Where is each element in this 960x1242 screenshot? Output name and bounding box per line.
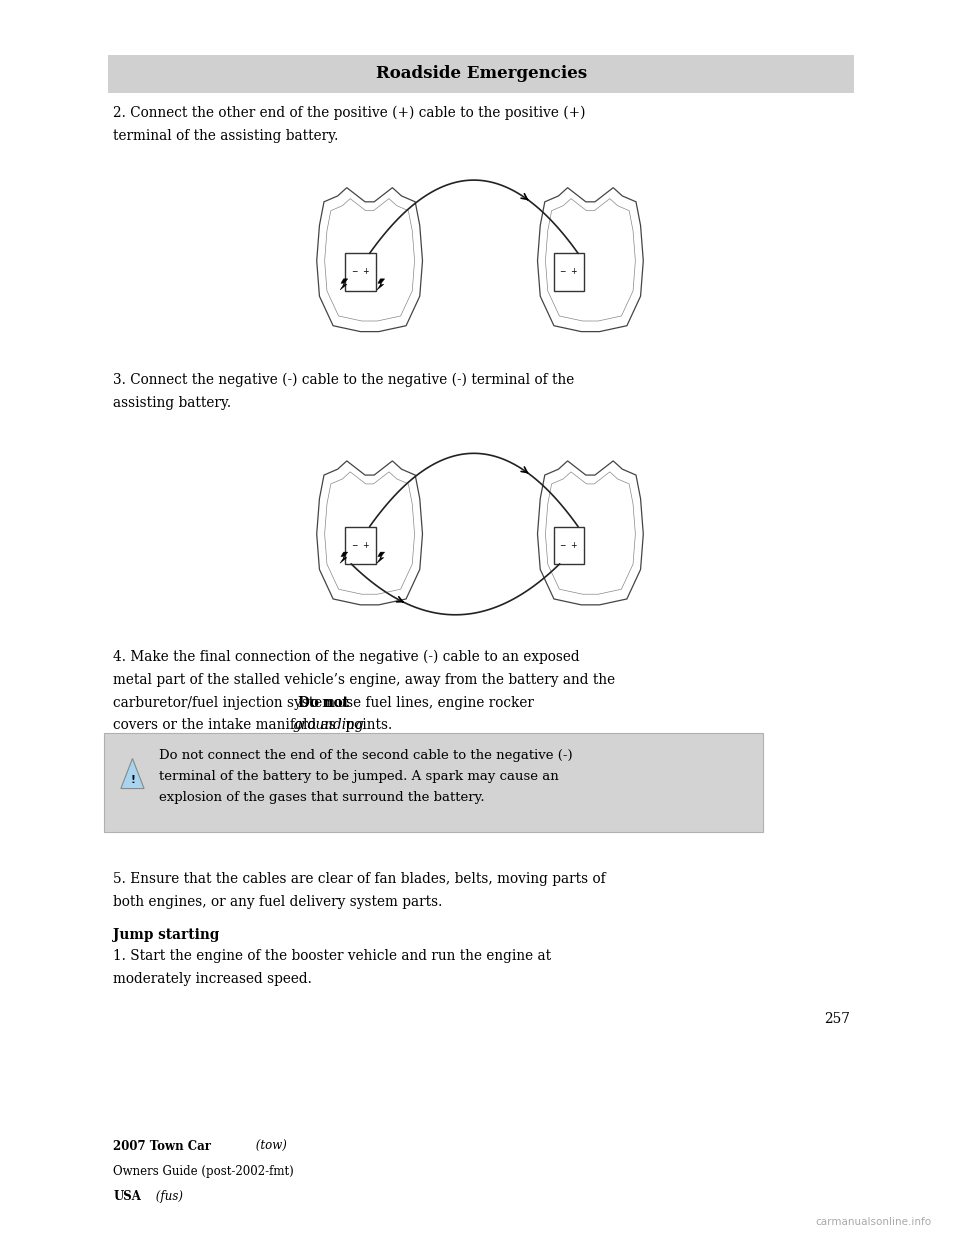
Text: covers or the intake manifold as: covers or the intake manifold as (113, 718, 341, 733)
Text: carburetor/fuel injection system.: carburetor/fuel injection system. (113, 696, 344, 709)
Text: assisting battery.: assisting battery. (113, 395, 231, 410)
FancyBboxPatch shape (104, 733, 763, 832)
Text: explosion of the gases that surround the battery.: explosion of the gases that surround the… (159, 791, 485, 805)
Text: 2. Connect the other end of the positive (+) cable to the positive (+): 2. Connect the other end of the positive… (113, 106, 586, 120)
FancyBboxPatch shape (554, 527, 585, 564)
Text: (tow): (tow) (252, 1140, 287, 1153)
Text: terminal of the battery to be jumped. A spark may cause an: terminal of the battery to be jumped. A … (159, 770, 559, 782)
Text: Roadside Emergencies: Roadside Emergencies (376, 66, 587, 82)
Polygon shape (340, 279, 348, 289)
Polygon shape (340, 553, 348, 564)
Text: 2007 Town Car: 2007 Town Car (113, 1140, 211, 1153)
Text: moderately increased speed.: moderately increased speed. (113, 971, 312, 986)
Text: (fus): (fus) (152, 1190, 182, 1202)
Text: grounding: grounding (292, 718, 364, 733)
Polygon shape (377, 553, 385, 564)
Text: !: ! (130, 775, 135, 785)
Text: 1. Start the engine of the booster vehicle and run the engine at: 1. Start the engine of the booster vehic… (113, 949, 551, 963)
Text: Do not: Do not (298, 696, 348, 709)
Text: −  +: − + (560, 540, 578, 550)
Text: USA: USA (113, 1190, 141, 1202)
Text: use fuel lines, engine rocker: use fuel lines, engine rocker (333, 696, 534, 709)
Text: terminal of the assisting battery.: terminal of the assisting battery. (113, 128, 339, 143)
Text: −  +: − + (351, 540, 370, 550)
Text: Owners Guide (post-2002-fmt): Owners Guide (post-2002-fmt) (113, 1165, 294, 1177)
FancyBboxPatch shape (345, 253, 375, 291)
FancyBboxPatch shape (108, 55, 854, 93)
FancyBboxPatch shape (345, 527, 375, 564)
Text: carmanualsonline.info: carmanualsonline.info (815, 1217, 931, 1227)
Text: −  +: − + (560, 267, 578, 277)
FancyBboxPatch shape (554, 253, 585, 291)
Polygon shape (121, 759, 144, 789)
Text: metal part of the stalled vehicle’s engine, away from the battery and the: metal part of the stalled vehicle’s engi… (113, 673, 615, 687)
Text: 257: 257 (824, 1012, 850, 1026)
Text: points.: points. (341, 718, 393, 733)
Text: −  +: − + (351, 267, 370, 277)
Polygon shape (377, 279, 385, 289)
Text: 5. Ensure that the cables are clear of fan blades, belts, moving parts of: 5. Ensure that the cables are clear of f… (113, 872, 606, 886)
Text: Jump starting: Jump starting (113, 928, 220, 941)
Text: Do not connect the end of the second cable to the negative (-): Do not connect the end of the second cab… (159, 749, 573, 761)
Text: both engines, or any fuel delivery system parts.: both engines, or any fuel delivery syste… (113, 894, 443, 909)
Text: 3. Connect the negative (-) cable to the negative (-) terminal of the: 3. Connect the negative (-) cable to the… (113, 373, 574, 388)
Text: 4. Make the final connection of the negative (-) cable to an exposed: 4. Make the final connection of the nega… (113, 650, 580, 664)
